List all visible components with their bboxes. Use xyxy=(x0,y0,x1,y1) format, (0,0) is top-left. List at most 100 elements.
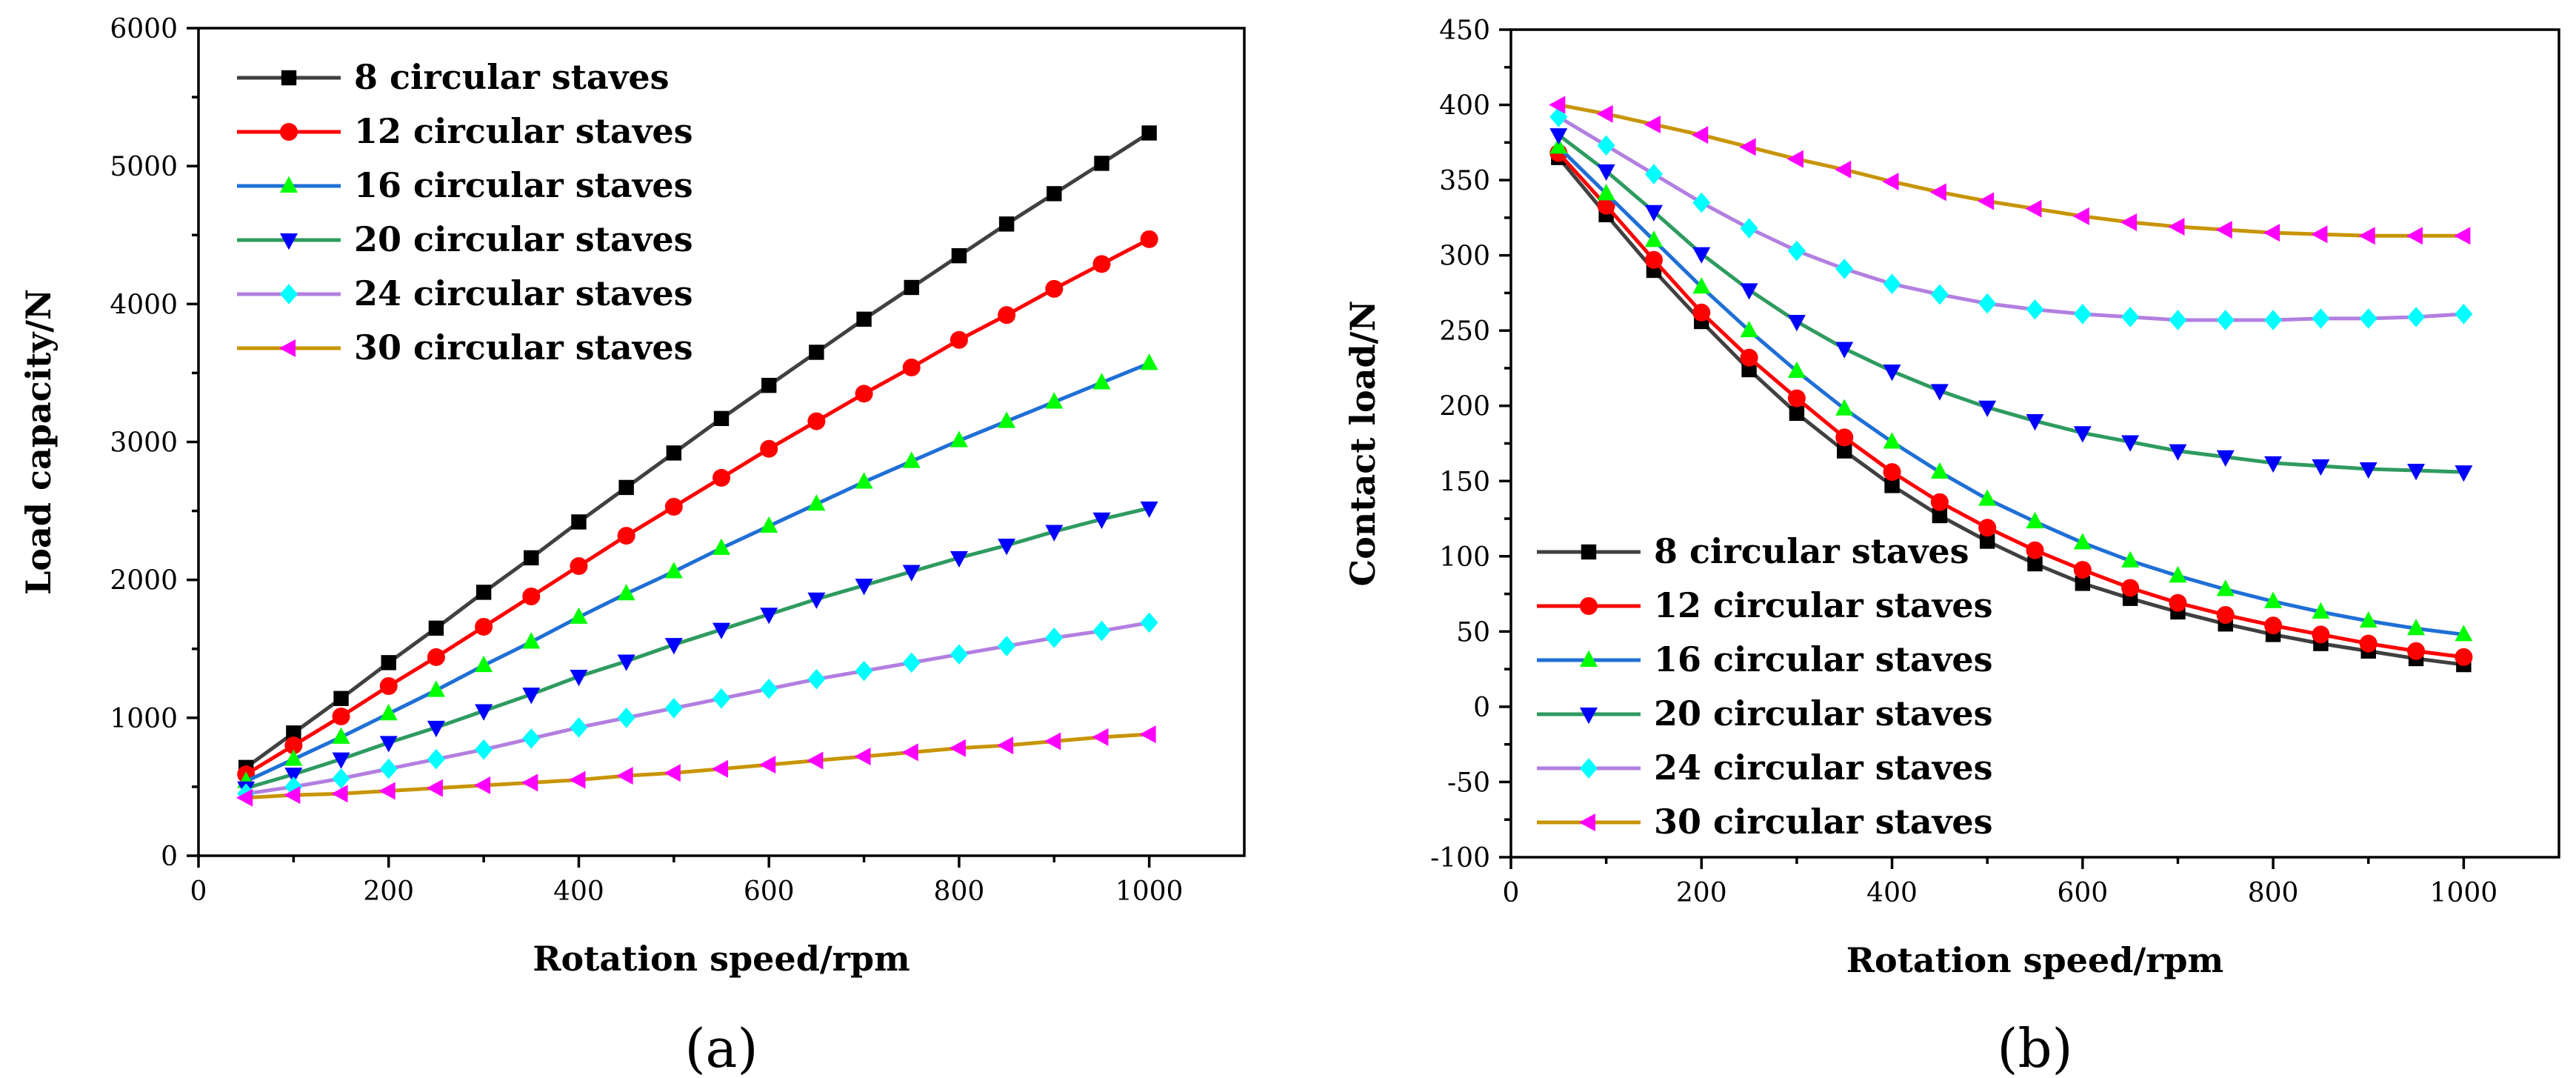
data-point xyxy=(522,728,541,749)
data-point xyxy=(1045,392,1064,409)
data-point xyxy=(2312,459,2330,476)
series-16-circular-staves xyxy=(237,353,1158,788)
data-point xyxy=(1978,293,1997,314)
data-point xyxy=(666,445,682,461)
legend-label: 24 circular staves xyxy=(354,273,693,313)
data-point xyxy=(1597,184,1615,201)
data-point xyxy=(904,279,919,296)
data-point xyxy=(284,768,303,785)
data-point xyxy=(1789,405,1805,422)
series-line xyxy=(244,237,1150,776)
x-tick-label: 200 xyxy=(363,876,414,907)
series-line xyxy=(1558,103,2464,238)
data-point xyxy=(855,385,873,403)
data-point xyxy=(2264,310,2283,330)
data-point xyxy=(2312,308,2330,329)
data-point xyxy=(807,494,826,511)
legend-label: 30 circular staves xyxy=(1654,802,1993,842)
data-point xyxy=(855,579,873,596)
data-point xyxy=(2169,566,2187,583)
series-24-circular-staves xyxy=(237,612,1158,805)
data-point xyxy=(570,557,588,576)
data-point xyxy=(713,688,730,709)
data-point xyxy=(1835,399,1854,416)
data-point xyxy=(1045,628,1064,648)
data-point xyxy=(473,776,491,795)
data-point xyxy=(2264,591,2283,608)
x-tick-label: 400 xyxy=(1866,878,1918,908)
legend-item: 8 circular staves xyxy=(237,57,670,97)
data-point xyxy=(1932,508,1948,524)
data-point xyxy=(1092,512,1111,529)
data-point xyxy=(1883,365,1901,382)
y-tick-label: 400 xyxy=(1439,91,1490,122)
data-point xyxy=(998,306,1016,325)
series-16-circular-staves xyxy=(1549,137,2473,642)
data-point xyxy=(570,607,588,624)
data-point xyxy=(855,660,873,682)
data-point xyxy=(333,691,349,706)
y-tick-label: 350 xyxy=(1439,166,1490,196)
data-point xyxy=(664,638,683,655)
series-30-circular-staves xyxy=(236,725,1156,807)
x-axis: 0 200 400 600 800 1000 xyxy=(1503,857,2497,908)
data-point xyxy=(1644,204,1663,222)
data-point xyxy=(1787,361,1806,379)
y-tick-label: 0 xyxy=(1473,693,1490,723)
data-point xyxy=(1692,247,1711,264)
legend-label: 12 circular staves xyxy=(354,111,693,151)
data-point xyxy=(1978,400,1997,417)
data-point xyxy=(2407,464,2426,481)
data-point xyxy=(1692,303,1711,322)
data-point xyxy=(2073,304,2092,325)
series-line xyxy=(1557,151,2464,659)
data-point xyxy=(2359,308,2378,329)
data-point xyxy=(807,592,826,609)
data-point xyxy=(617,654,635,671)
legend-marker xyxy=(1580,758,1598,779)
y-axis: -100 -50 0 50 100 150 200 250 300 350 400 450 xyxy=(1430,16,1511,874)
data-point xyxy=(1835,160,1852,179)
data-point xyxy=(379,758,398,779)
series-line xyxy=(1557,133,2464,474)
data-point xyxy=(1787,240,1806,262)
data-point xyxy=(2026,511,2044,529)
data-point xyxy=(854,747,871,765)
legend-item: 12 circular staves xyxy=(237,111,693,151)
series-8-circular-staves xyxy=(238,125,1157,776)
data-point xyxy=(1692,277,1711,294)
data-point xyxy=(522,632,541,649)
data-point xyxy=(2359,634,2378,653)
data-point xyxy=(807,412,826,430)
data-point xyxy=(379,677,398,696)
legend-item: 24 circular staves xyxy=(237,273,693,313)
data-point xyxy=(284,736,303,755)
legend-label: 20 circular staves xyxy=(354,219,693,259)
legend-item: 30 circular staves xyxy=(1537,802,1993,842)
data-point xyxy=(996,736,1014,755)
data-point xyxy=(2027,556,2043,572)
data-point xyxy=(760,516,778,533)
legend-marker xyxy=(1578,814,1595,831)
data-point xyxy=(1882,173,1899,191)
series-24-circular-staves xyxy=(1549,106,2473,330)
series-line xyxy=(245,506,1150,791)
data-point xyxy=(855,472,873,489)
legend-item: 24 circular staves xyxy=(1537,748,1993,788)
x-axis-title: Rotation speed/rpm xyxy=(1846,940,2223,980)
data-point xyxy=(1739,138,1756,156)
data-point xyxy=(1740,283,1758,300)
y-tick-label: 50 xyxy=(1456,617,1490,648)
data-point xyxy=(902,565,921,582)
data-point xyxy=(522,588,541,606)
data-point xyxy=(1930,493,1949,511)
data-point xyxy=(2120,213,2138,231)
data-point xyxy=(521,773,538,792)
data-point xyxy=(901,743,918,762)
data-point xyxy=(2407,619,2426,636)
data-point xyxy=(2073,533,2092,550)
data-point xyxy=(998,636,1016,656)
x-tick-label: 200 xyxy=(1676,878,1727,908)
series-line xyxy=(244,131,1150,769)
data-point xyxy=(1597,135,1615,156)
